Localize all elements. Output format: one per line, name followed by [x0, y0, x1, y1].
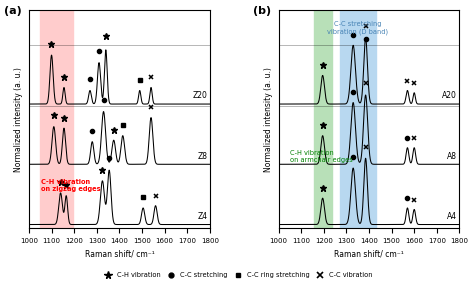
Y-axis label: Normalized intensity (a. u.): Normalized intensity (a. u.) — [14, 67, 23, 172]
Text: Z20: Z20 — [193, 91, 208, 100]
Text: (a): (a) — [4, 6, 21, 16]
Text: A4: A4 — [447, 212, 457, 221]
Text: A20: A20 — [442, 91, 457, 100]
Text: C-H vibration
on zigzag edges: C-H vibration on zigzag edges — [41, 179, 100, 192]
Text: A8: A8 — [447, 152, 457, 160]
Text: Z4: Z4 — [198, 212, 208, 221]
Bar — [314, 10, 332, 228]
Text: C-H vibration
on armchair edges: C-H vibration on armchair edges — [290, 150, 353, 163]
Bar — [339, 10, 376, 228]
X-axis label: Raman shift/ cm⁻¹: Raman shift/ cm⁻¹ — [334, 250, 404, 258]
X-axis label: Raman shift/ cm⁻¹: Raman shift/ cm⁻¹ — [84, 250, 154, 258]
Text: C-C stretching
vibration (D band): C-C stretching vibration (D band) — [327, 21, 388, 35]
Text: (b): (b) — [253, 6, 271, 16]
Y-axis label: Normalized intensity (a. u.): Normalized intensity (a. u.) — [264, 67, 273, 172]
Text: Z8: Z8 — [198, 152, 208, 160]
Legend: C-H vibration, C-C stretching, C-C ring stretching, C-C vibration: C-H vibration, C-C stretching, C-C ring … — [99, 269, 375, 281]
Bar — [40, 10, 73, 228]
